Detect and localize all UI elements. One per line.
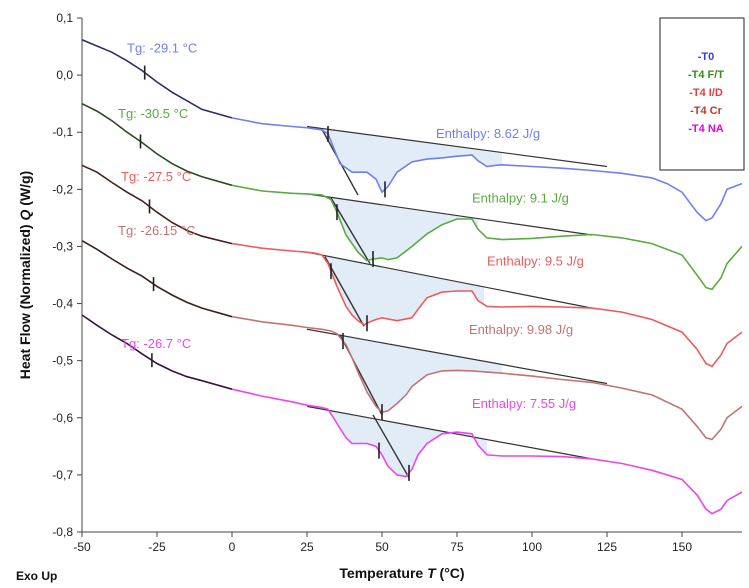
tg-label: Tg: -26.7 °C: [121, 336, 191, 351]
exo-up-label: Exo Up: [16, 569, 57, 583]
series-line-glass: [81, 314, 233, 390]
series-line: [231, 184, 743, 291]
legend-entry: -T4 NA: [688, 123, 724, 135]
x-axis-title: Temperature T (°C): [339, 565, 464, 581]
y-axis-title: Heat Flow (Normalized) Q (W/g): [17, 171, 33, 379]
series-line: [231, 117, 743, 222]
y-tick-label: -0,6: [52, 411, 73, 425]
legend-entry: -T4 I/D: [689, 87, 723, 99]
y-tick-label: -0,4: [52, 297, 73, 311]
y-tick-label: -0,5: [52, 354, 73, 368]
series-line: [231, 315, 743, 441]
tick-marks-layer: [139, 65, 410, 481]
enthalpy-label: Enthalpy: 7.55 J/g: [472, 396, 576, 411]
y-tick-label: -0,8: [52, 525, 73, 539]
tg-label: Tg: -29.1 °C: [127, 40, 197, 55]
y-tick-label: -0,3: [52, 239, 73, 253]
enthalpy-baseline: [306, 193, 593, 236]
x-tick-label: 125: [597, 540, 617, 554]
axes: -50 -25 0 25 50 75 100 125 150 0,1 0,0 -0,1 -0,2 -0,3…: [52, 11, 742, 554]
enthalpy-label: Enthalpy: 9.98 J/g: [469, 322, 573, 337]
tg-label: Tg: -30.5 °C: [118, 106, 188, 121]
x-tick-label: 50: [375, 540, 389, 554]
enthalpy-label: Enthalpy: 8.62 J/g: [436, 126, 540, 141]
enthalpy-label: Enthalpy: 9.1 J/g: [472, 190, 569, 205]
series-line-glass: [81, 240, 233, 318]
legend-entry: -T4 F/T: [688, 69, 724, 81]
x-tick-label: -25: [148, 540, 166, 554]
y-tick-label: 0,1: [56, 11, 73, 25]
y-tick-label: -0,1: [52, 125, 73, 139]
x-tick-label: 150: [672, 540, 692, 554]
enthalpy-baseline: [306, 251, 593, 309]
series-line-glass: [81, 102, 233, 187]
y-tick-label: -0,7: [52, 468, 73, 482]
enthalpy-area: [337, 333, 502, 413]
y-tick-label: -0,2: [52, 182, 73, 196]
tg-label: Tg: -27.5 °C: [121, 169, 191, 184]
x-tick-label: 75: [450, 540, 464, 554]
y-tick-label: 0,0: [56, 68, 73, 82]
onset-tangent: [372, 414, 410, 479]
series-line-glass: [81, 38, 233, 119]
x-tick-label: 100: [522, 540, 542, 554]
annotations: Tg: -29.1 °C Enthalpy: 8.62 J/g Tg: -30.5 …: [118, 40, 584, 411]
enthalpy-area: [322, 255, 484, 325]
legend-box: [659, 17, 745, 171]
legend-entry: -T4 Cr: [690, 105, 723, 117]
legend: -T0 -T4 F/T -T4 I/D -T4 Cr -T4 NA: [659, 17, 745, 171]
series-layer: [81, 38, 743, 515]
tg-label: Tg: -26.15 °C: [118, 223, 195, 238]
legend-entry: -T0: [698, 51, 715, 63]
series-line: [231, 388, 743, 515]
enthalpy-area: [325, 128, 502, 193]
enthalpy-baseline: [306, 328, 608, 385]
enthalpy-area: [331, 197, 478, 261]
enthalpy-fill-layer: [322, 128, 502, 477]
x-tick-label: 25: [300, 540, 314, 554]
enthalpy-baseline: [306, 125, 608, 168]
enthalpy-area: [322, 407, 487, 477]
x-tick-label: -50: [73, 540, 91, 554]
enthalpy-label: Enthalpy: 9.5 J/g: [487, 253, 584, 268]
series-line: [231, 242, 743, 368]
x-tick-label: 0: [229, 540, 236, 554]
